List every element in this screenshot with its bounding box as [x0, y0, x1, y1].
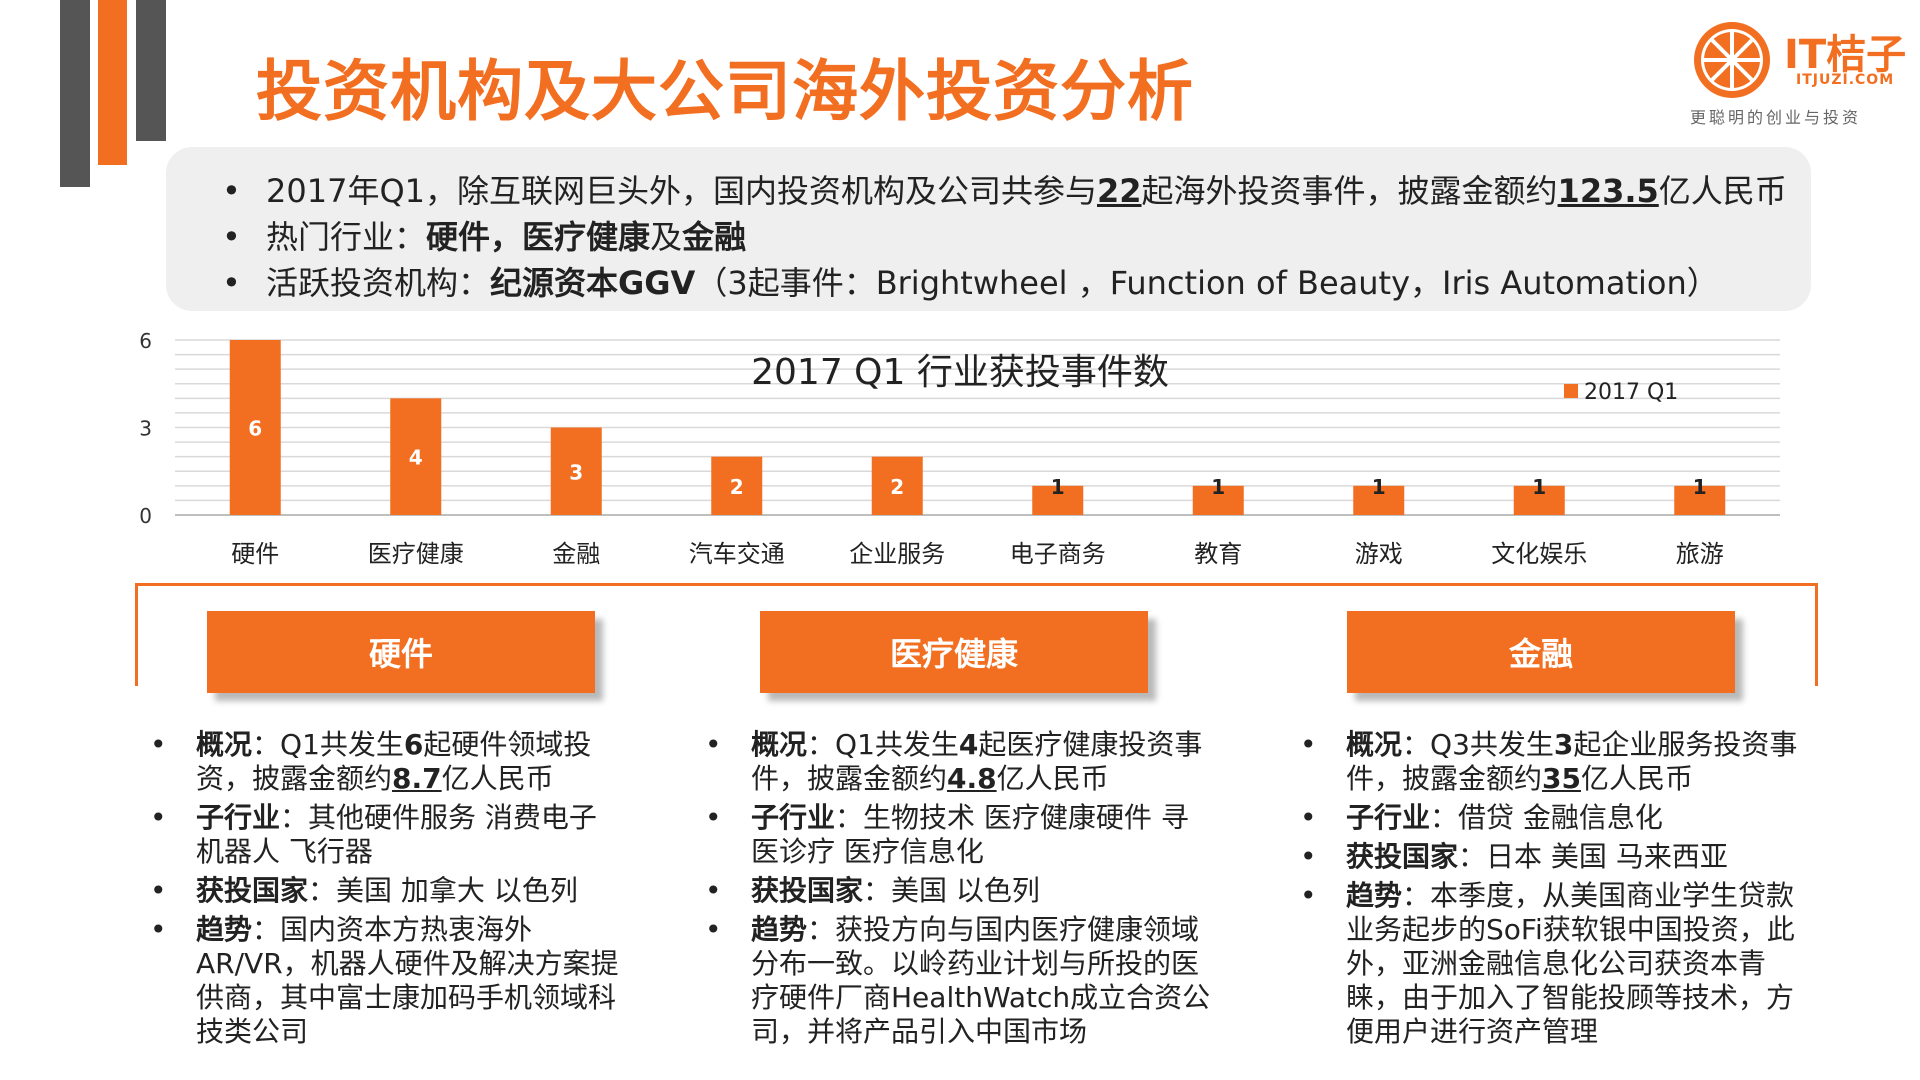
summary-line-1: 2017年Q1，除互联网巨头外，国内投资机构及公司共参与22起海外投资事件，披露… [222, 168, 1811, 214]
x-tick-label: 教育 [1194, 540, 1242, 568]
data-label: 1 [1532, 475, 1546, 499]
card-body-healthcare: 概况：Q1共发生4起医疗健康投资事件，披露金额约4.8亿人民币 子行业：生物技术… [705, 728, 1215, 1054]
data-label: 2 [890, 475, 904, 499]
bar [1513, 485, 1565, 515]
x-tick-label: 汽车交通 [689, 540, 785, 568]
summary-panel: 2017年Q1，除互联网巨头外，国内投资机构及公司共参与22起海外投资事件，披露… [166, 147, 1811, 311]
data-label: 1 [1693, 475, 1707, 499]
card-item-overview: 概况：Q1共发生6起硬件领域投资，披露金额约8.7亿人民币 [150, 728, 630, 796]
legend-label: 2017 Q1 [1584, 380, 1678, 405]
bar-chart: 0 3 6 6 硬件 4 医疗健康 3 金融 2 汽车交通 2 企业服务 1 电子商务 1 教育 1 游戏 1 文化娱乐… [139, 329, 1780, 568]
y-tick-label: 6 [139, 329, 152, 353]
card-item-trend: 趋势：国内资本方热衷海外AR/VR，机器人硬件及解决方案提供商，其中富士康加码手… [150, 913, 630, 1049]
bar [1674, 485, 1726, 515]
bar [1192, 485, 1244, 515]
bar [871, 456, 923, 515]
x-tick-label: 金融 [552, 540, 600, 568]
card-body-finance: 概况：Q3共发生3起企业服务投资事件，披露金额约35亿人民币 子行业：借贷 金融… [1300, 728, 1810, 1054]
card-item-overview: 概况：Q1共发生4起医疗健康投资事件，披露金额约4.8亿人民币 [705, 728, 1215, 796]
logo-brand: IT桔子 [1784, 32, 1907, 78]
data-label: 3 [569, 460, 583, 484]
data-label: 4 [409, 446, 423, 470]
card-body-hardware: 概况：Q1共发生6起硬件领域投资，披露金额约8.7亿人民币 子行业：其他硬件服务… [150, 728, 630, 1054]
logo-site: ITJUZI.COM [1796, 72, 1895, 88]
decor-bar-orange [98, 0, 127, 165]
x-tick-label: 游戏 [1355, 540, 1403, 568]
card-item-countries: 获投国家：美国 加拿大 以色列 [150, 874, 630, 908]
amount: 123.5 [1557, 172, 1659, 210]
data-label: 2 [730, 475, 744, 499]
data-label: 1 [1051, 475, 1065, 499]
data-label: 6 [248, 417, 262, 441]
data-label: 1 [1372, 475, 1386, 499]
y-tick-label: 0 [139, 504, 152, 528]
x-tick-label: 企业服务 [849, 540, 945, 568]
bar [229, 340, 281, 515]
chart-title: 2017 Q1 行业获投事件数 [751, 352, 1169, 393]
data-label: 1 [1211, 475, 1225, 499]
bar [550, 427, 602, 515]
y-tick-label: 3 [139, 417, 152, 441]
decor-bar-dark-right [136, 0, 166, 141]
cards-frame [135, 583, 1818, 686]
card-item-overview: 概况：Q3共发生3起企业服务投资事件，披露金额约35亿人民币 [1300, 728, 1810, 796]
orange-slice-icon [1694, 22, 1770, 98]
card-item-subsector: 子行业：生物技术 医疗健康硬件 寻医诊疗 医疗信息化 [705, 801, 1215, 869]
logo: IT桔子 ITJUZI.COM 更聪明的创业与投资 [1690, 18, 1910, 138]
card-item-countries: 获投国家：日本 美国 马来西亚 [1300, 840, 1810, 874]
x-tick-label: 硬件 [231, 540, 279, 568]
legend-swatch [1564, 384, 1578, 398]
card-item-trend: 趋势：获投方向与国内医疗健康领域分布一致。以岭药业计划与所投的医疗硬件厂商Hea… [705, 913, 1215, 1049]
bar [1353, 485, 1405, 515]
x-tick-label: 旅游 [1676, 540, 1724, 568]
card-item-countries: 获投国家：美国 以色列 [705, 874, 1215, 908]
bar [390, 398, 442, 515]
card-header-finance: 金融 [1347, 611, 1735, 693]
x-tick-label: 电子商务 [1010, 540, 1106, 568]
x-tick-label: 医疗健康 [368, 540, 464, 568]
logo-slogan: 更聪明的创业与投资 [1690, 108, 1862, 127]
decor-bar-dark-left [60, 0, 90, 187]
card-item-subsector: 子行业：借贷 金融信息化 [1300, 801, 1810, 835]
bar [1032, 485, 1084, 515]
summary-line-3: 活跃投资机构：纪源资本GGV（3起事件：Brightwheel ，Functio… [222, 260, 1811, 306]
bar [711, 456, 763, 515]
summary-line-2: 热门行业：硬件，医疗健康及金融 [222, 214, 1811, 260]
event-count: 22 [1097, 172, 1142, 210]
card-header-hardware: 硬件 [207, 611, 595, 693]
page-title: 投资机构及大公司海外投资分析 [256, 53, 1194, 130]
x-tick-label: 文化娱乐 [1491, 540, 1587, 568]
card-item-trend: 趋势：本季度，从美国商业学生贷款业务起步的SoFi获软银中国投资，此外，亚洲金融… [1300, 879, 1810, 1049]
card-item-subsector: 子行业：其他硬件服务 消费电子 机器人 飞行器 [150, 801, 630, 869]
card-header-healthcare: 医疗健康 [760, 611, 1148, 693]
